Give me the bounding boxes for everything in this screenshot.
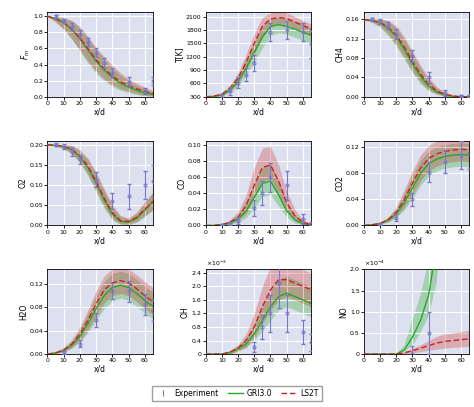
Y-axis label: $F_m$: $F_m$ [19,49,32,60]
Legend: Experiment, GRI3.0, LS2T: Experiment, GRI3.0, LS2T [152,386,322,401]
Y-axis label: NO: NO [339,306,348,317]
X-axis label: x/d: x/d [410,107,422,116]
Y-axis label: CO2: CO2 [336,175,345,191]
Y-axis label: OH: OH [181,306,190,317]
Y-axis label: T[K]: T[K] [175,47,184,62]
Text: ×10$^{-4}$: ×10$^{-4}$ [364,258,385,268]
Y-axis label: H2O: H2O [19,304,28,320]
X-axis label: x/d: x/d [94,107,106,116]
X-axis label: x/d: x/d [252,107,264,116]
X-axis label: x/d: x/d [94,236,106,245]
X-axis label: x/d: x/d [410,365,422,374]
Y-axis label: O2: O2 [19,178,28,188]
Text: ×10$^{-3}$: ×10$^{-3}$ [206,258,227,268]
X-axis label: x/d: x/d [252,236,264,245]
Y-axis label: CO: CO [177,177,186,189]
X-axis label: x/d: x/d [94,365,106,374]
X-axis label: x/d: x/d [410,236,422,245]
X-axis label: x/d: x/d [252,365,264,374]
Y-axis label: CH4: CH4 [336,46,345,62]
